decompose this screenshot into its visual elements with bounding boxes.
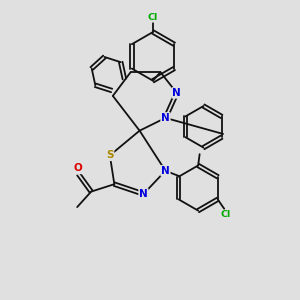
Text: N: N <box>161 113 170 123</box>
Text: N: N <box>172 88 181 98</box>
Text: N: N <box>139 189 148 199</box>
Text: S: S <box>106 150 114 160</box>
Text: N: N <box>161 166 170 176</box>
Text: O: O <box>74 164 82 173</box>
Text: Cl: Cl <box>148 13 158 22</box>
Text: Cl: Cl <box>220 210 230 219</box>
